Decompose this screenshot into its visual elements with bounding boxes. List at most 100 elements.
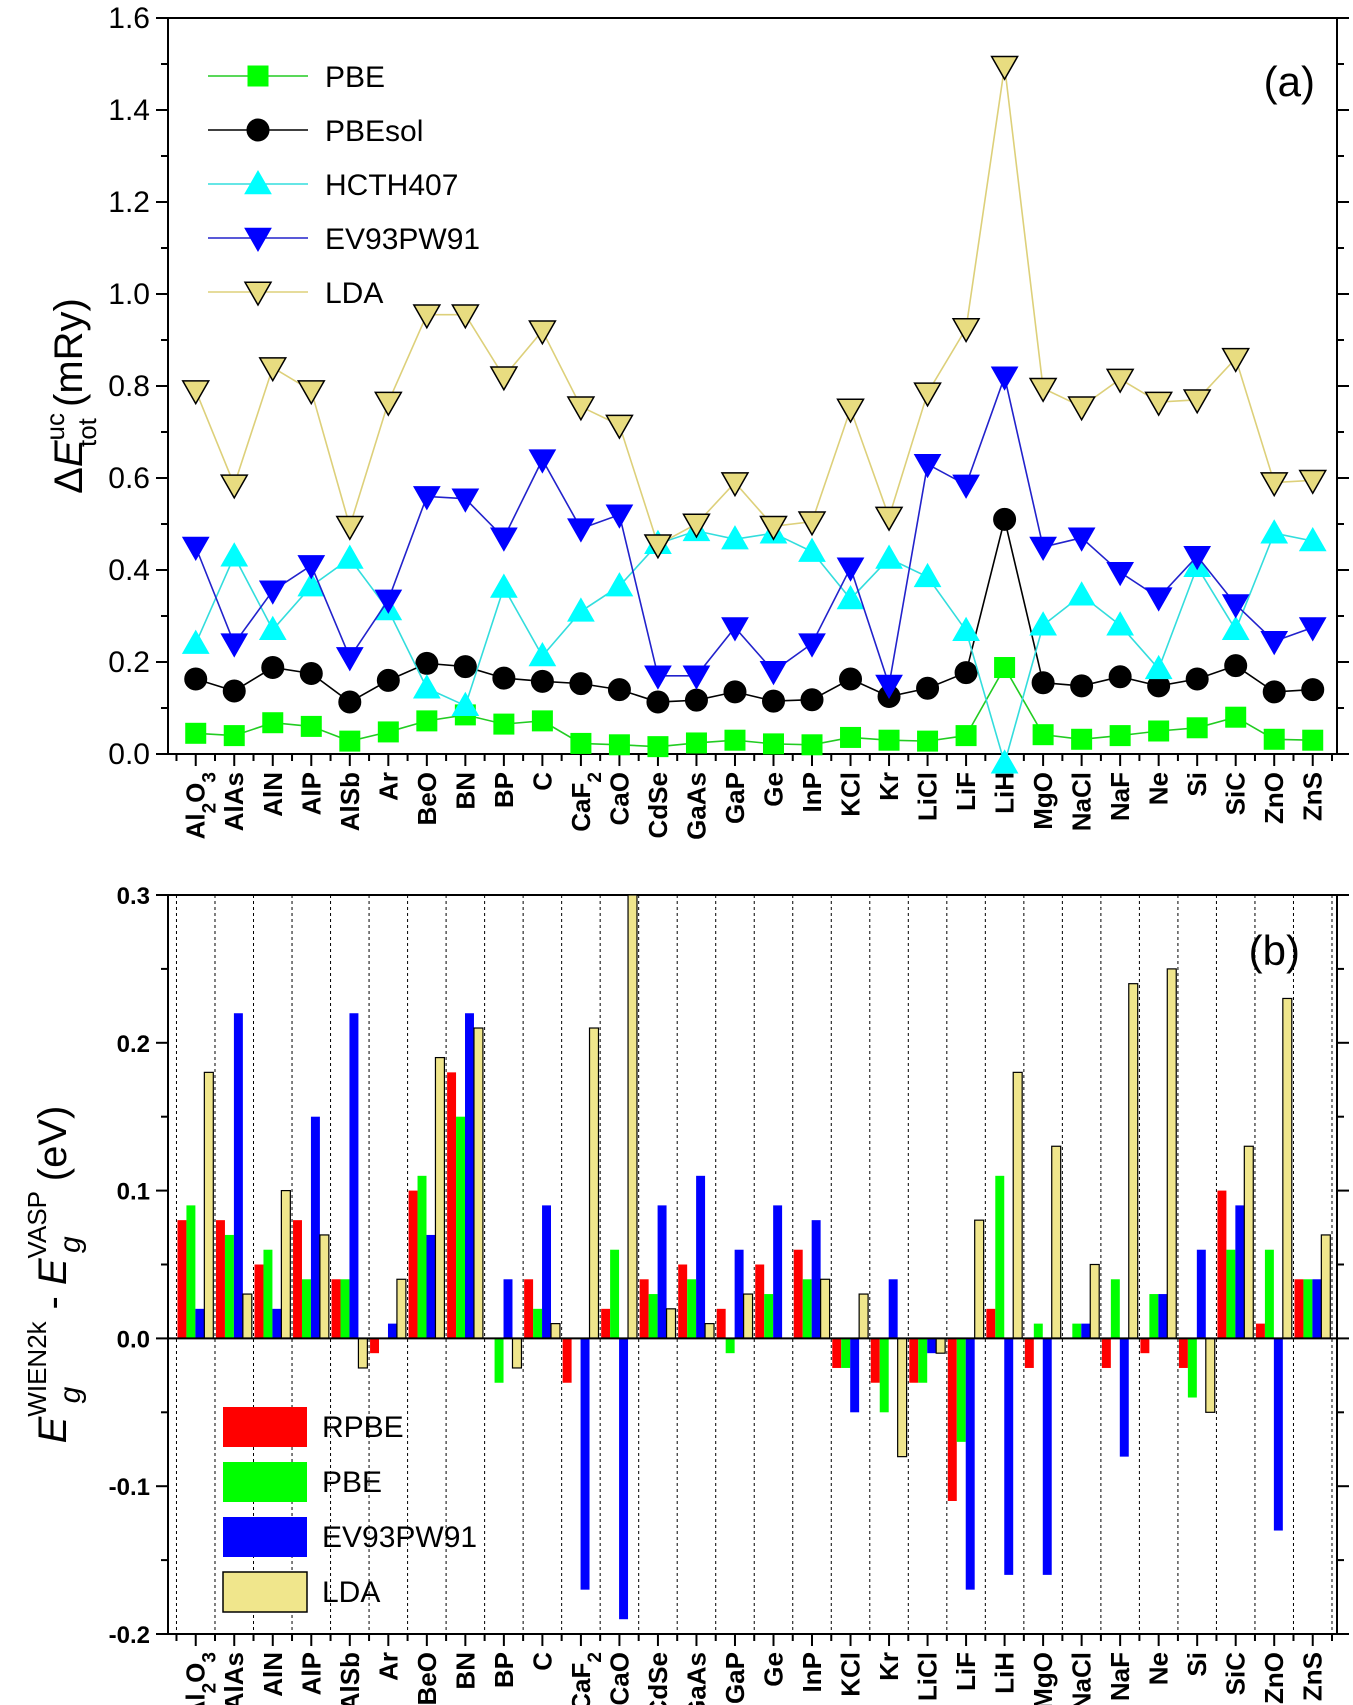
point-pbesol-alp (299, 662, 323, 685)
point-ev93pw91-ge (759, 660, 788, 686)
series-hcth407 (181, 516, 1327, 774)
x-tick-label-alsb: AlSb (335, 772, 365, 831)
point-hcth407-licl (913, 562, 942, 588)
x-tick-label-sic: SiC (1221, 772, 1251, 816)
y-tick-label: 0.2 (108, 646, 150, 679)
point-ev93pw91-bn (451, 488, 480, 513)
bar-ev93pw91-ne (1158, 1294, 1168, 1339)
x-tick-label-lih: LiH (990, 772, 1020, 814)
point-pbesol-sic (1224, 654, 1248, 678)
bar-lda-ar (396, 1278, 407, 1340)
bar-lda-cdse (665, 1308, 677, 1339)
point-ev93pw91-ne (1144, 587, 1173, 612)
x-tick-label-aln: AlN (258, 772, 288, 817)
bar-rpbe-ne (1140, 1338, 1150, 1354)
x-tick-label-zno: ZnO (1259, 772, 1289, 824)
point-lda-alp (296, 380, 326, 406)
legend-label-rpbe: RPBE (322, 1411, 404, 1444)
bar-pbe-naf (1110, 1279, 1120, 1339)
series-ev93pw91 (195, 1013, 1322, 1620)
point-hcth407-c (528, 642, 557, 667)
point-pbe-al2o3 (185, 722, 207, 744)
point-ev93pw91-inp (798, 633, 826, 658)
series-ev93pw91 (181, 366, 1327, 700)
point-pbesol-ar (376, 668, 400, 692)
bar-lda-aln (280, 1189, 291, 1339)
point-hcth407-caf2 (567, 597, 595, 622)
point-hcth407-mgo (1029, 611, 1057, 636)
series-pbesol (184, 507, 1325, 714)
x-tick-label-ar: Ar (373, 1652, 403, 1681)
bar-ev93pw91-ge (773, 1205, 783, 1339)
y-axis-label: ΔEuctot (mRy) (40, 298, 102, 494)
point-ev93pw91-zno (1260, 631, 1289, 656)
bar-pbe-alsb (340, 1279, 350, 1339)
bar-rpbe-zno (1255, 1323, 1265, 1339)
x-tick-label-lif: LiF (951, 772, 981, 811)
bar-rpbe-lif (947, 1338, 957, 1501)
point-ev93pw91-zns (1298, 617, 1327, 642)
x-tick-label-licl: LiCl (913, 772, 943, 821)
point-lda-kr (874, 506, 904, 532)
point-ev93pw91-naf (1106, 562, 1135, 587)
bar-rpbe-cao (601, 1308, 611, 1339)
point-pbesol-naf (1108, 665, 1132, 689)
bar-ev93pw91-bn (465, 1013, 474, 1339)
point-pbe-alsb (339, 730, 361, 752)
series-line-pbesol (195, 519, 1313, 703)
legend-label-hcth407: HCTH407 (325, 169, 458, 202)
point-ev93pw91-cao (605, 504, 634, 529)
bar-rpbe-inp (793, 1249, 803, 1339)
bar-lda-gaas (704, 1323, 715, 1339)
bar-lda-beo (434, 1056, 446, 1339)
legend-label-pbe: PBE (325, 61, 385, 94)
x-tick-label-ge: Ge (758, 1652, 788, 1687)
point-pbe-beo (416, 710, 438, 732)
bar-pbe-lih (995, 1175, 1005, 1339)
bar-pbe-inp (802, 1279, 812, 1339)
series-pbe (186, 1116, 1313, 1442)
point-pbe-kr (878, 729, 900, 751)
bar-rpbe-ge (755, 1264, 765, 1339)
x-tick-label-kcl: KCl (836, 772, 866, 817)
point-lda-alsb (335, 515, 365, 541)
y-tick-label: 0.0 (108, 738, 150, 771)
x-tick-label-beo: BeO (412, 772, 442, 825)
x-tick-label-licl: LiCl (913, 1652, 943, 1701)
bar-lda-zno (1282, 997, 1293, 1340)
bar-ev93pw91-beo (426, 1234, 436, 1339)
x-tick-label-caf2: CaF2 (566, 1652, 606, 1705)
point-pbesol-cao (607, 678, 631, 702)
point-pbe-c (531, 710, 553, 732)
point-lda-lif (951, 318, 981, 344)
x-tick-label-zns: ZnS (1298, 1652, 1328, 1701)
x-tick-label-mgo: MgO (1028, 772, 1058, 830)
point-pbe-inp (801, 734, 823, 756)
point-pbesol-zns (1301, 678, 1325, 702)
x-tick-label-cao: CaO (604, 1652, 634, 1705)
point-ev93pw91-al2o3 (181, 536, 210, 562)
point-ev93pw91-lif (952, 474, 980, 499)
y-tick-label: 0.4 (108, 554, 150, 587)
point-pbesol-gaas (684, 688, 708, 712)
bar-ev93pw91-al2o3 (195, 1308, 205, 1339)
series-line-pbe (195, 665, 1313, 748)
x-tick-label-sic: SiC (1221, 1652, 1251, 1696)
bar-rpbe-alsb (331, 1279, 341, 1339)
point-pbe-si (1186, 717, 1208, 739)
x-tick-label-zno: ZnO (1259, 1652, 1289, 1704)
point-pbe-aln (262, 712, 284, 734)
point-pbesol-bn (453, 655, 477, 679)
x-tick-label-si: Si (1182, 772, 1212, 797)
point-hcth407-bn (451, 691, 480, 716)
x-tick-label-nacl: NaCl (1067, 772, 1097, 831)
point-pbesol-zno (1262, 680, 1286, 704)
bar-rpbe-c (524, 1279, 534, 1339)
bar-lda-gap (742, 1293, 754, 1340)
bar-pbe-ge (764, 1294, 774, 1339)
point-hcth407-zns (1298, 527, 1327, 552)
x-tick-label-alas: AlAs (219, 1652, 249, 1705)
point-pbesol-c (530, 669, 554, 693)
point-pbesol-bp (492, 666, 516, 690)
